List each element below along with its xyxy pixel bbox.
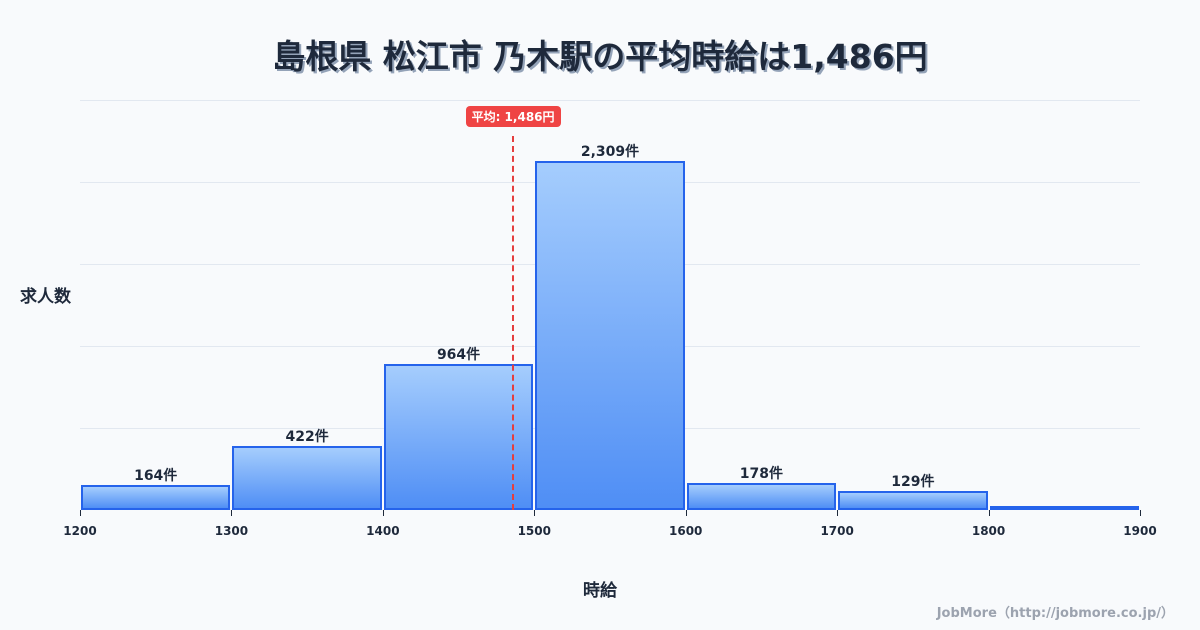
x-tick bbox=[534, 510, 536, 516]
x-tick bbox=[837, 510, 839, 516]
x-tick bbox=[685, 510, 687, 516]
x-tick-label: 1200 bbox=[63, 524, 97, 538]
average-badge: 平均: 1,486円 bbox=[465, 106, 561, 127]
chart-title: 島根県 松江市 乃木駅の平均時給は1,486円 bbox=[272, 37, 928, 76]
histogram-bar bbox=[81, 485, 231, 510]
histogram-bar bbox=[535, 161, 685, 510]
histogram-bar bbox=[989, 506, 1139, 510]
x-axis-label: 時給 bbox=[583, 581, 617, 601]
plot-area: 164件 422件 964件 2,309件 178件 129件 1200 1300 1400 15… bbox=[63, 100, 1157, 538]
y-axis-label: 求人数 bbox=[20, 287, 71, 307]
histogram-bar bbox=[232, 446, 382, 510]
bar-value-label: 422件 bbox=[285, 429, 329, 446]
histogram-bar bbox=[383, 364, 534, 510]
x-tick bbox=[1140, 510, 1141, 516]
bar-value-label: 129件 bbox=[891, 473, 935, 490]
x-tick bbox=[988, 510, 990, 516]
x-tick bbox=[80, 510, 81, 516]
average-line bbox=[512, 136, 515, 510]
x-tick-label: 1400 bbox=[366, 524, 400, 538]
gridline bbox=[80, 100, 1140, 101]
x-tick bbox=[382, 510, 384, 516]
bar-value-label: 2,309件 bbox=[580, 144, 640, 161]
bar-value-label: 964件 bbox=[436, 347, 481, 364]
footer-credit: JobMore（http://jobmore.co.jp/） bbox=[936, 606, 1174, 621]
x-tick-label: 1300 bbox=[214, 524, 249, 538]
histogram-bar bbox=[686, 483, 837, 510]
x-tick-label: 1900 bbox=[1123, 524, 1157, 538]
x-tick-label: 1600 bbox=[669, 524, 703, 538]
x-tick-label: 1800 bbox=[971, 524, 1006, 538]
histogram-bar bbox=[838, 490, 988, 510]
bar-value-label: 164件 bbox=[134, 468, 178, 485]
x-tick-label: 1700 bbox=[820, 524, 854, 538]
x-tick bbox=[231, 510, 233, 516]
bar-value-label: 178件 bbox=[739, 466, 784, 483]
x-tick-label: 1500 bbox=[517, 524, 551, 538]
